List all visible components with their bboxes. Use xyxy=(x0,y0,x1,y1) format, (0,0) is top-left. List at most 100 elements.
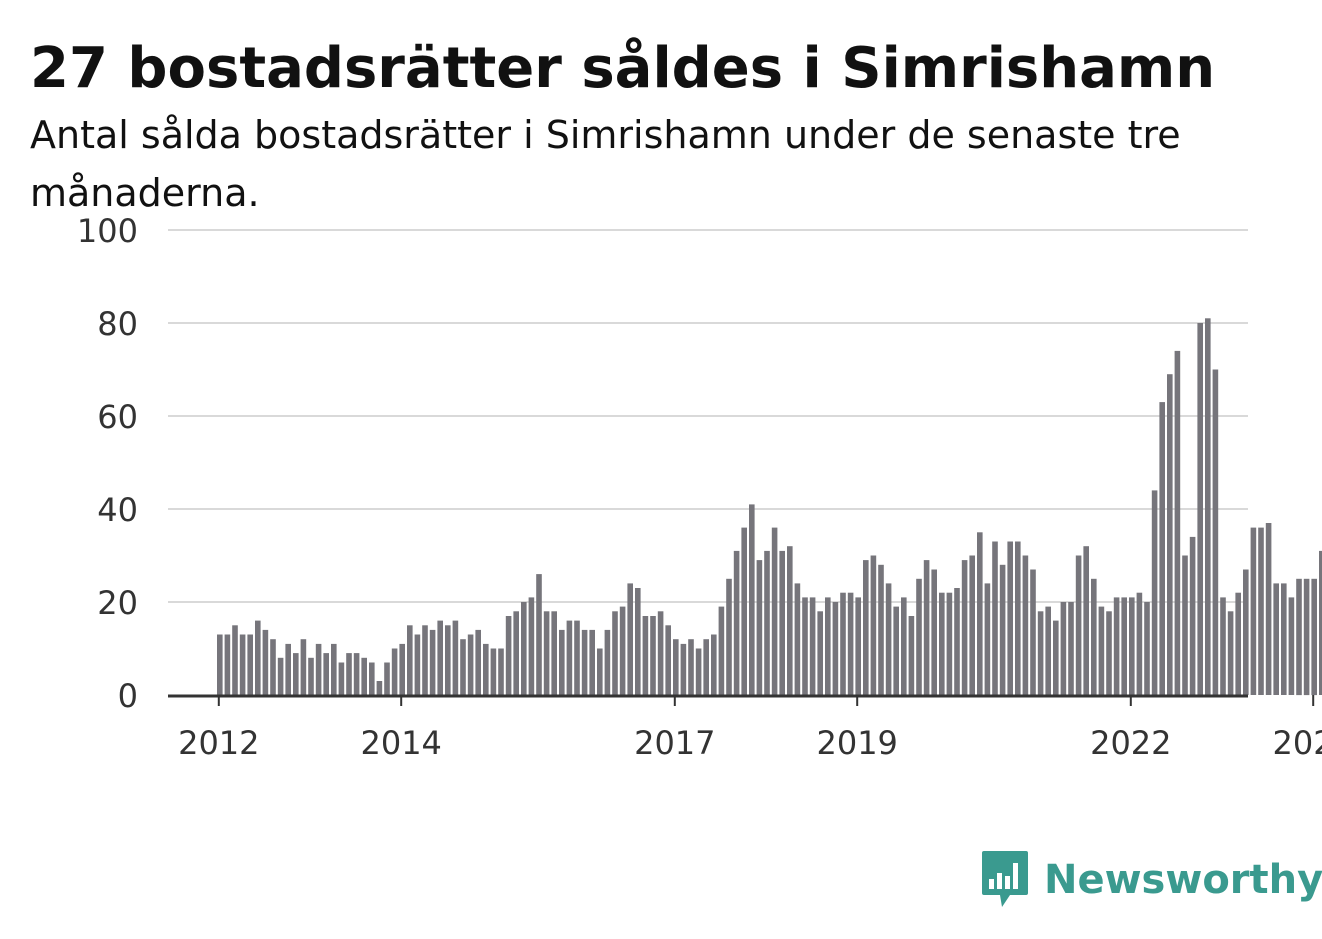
bar xyxy=(680,643,687,695)
bar xyxy=(574,620,580,695)
bar xyxy=(217,634,223,695)
bar xyxy=(1235,592,1241,695)
bar xyxy=(521,602,527,695)
bar xyxy=(726,578,732,696)
bar xyxy=(908,616,915,695)
bar xyxy=(650,616,656,695)
y-tick-label: 60 xyxy=(97,398,138,436)
bar xyxy=(224,634,231,695)
bar xyxy=(984,583,991,695)
bar xyxy=(1288,597,1295,695)
bar xyxy=(939,592,945,695)
bar xyxy=(1159,402,1165,695)
bar xyxy=(1136,592,1143,695)
bar xyxy=(1167,374,1173,695)
bar xyxy=(331,643,337,695)
bar xyxy=(756,560,763,695)
bar xyxy=(863,560,869,695)
bar xyxy=(817,611,823,695)
bar xyxy=(422,625,428,696)
bar xyxy=(642,616,649,695)
bar xyxy=(703,639,709,695)
bar xyxy=(452,620,459,695)
chart-title: 27 bostadsrätter såldes i Simrishamn xyxy=(30,36,1216,101)
bar xyxy=(878,564,884,695)
bar xyxy=(718,606,725,695)
bar xyxy=(847,592,854,695)
labels: 02040608010020122014201720192022202427 xyxy=(77,212,1322,762)
bar xyxy=(300,639,307,695)
bar xyxy=(1174,350,1181,695)
bar xyxy=(1303,578,1310,696)
bar xyxy=(1007,541,1013,695)
bar xyxy=(627,583,633,695)
bar xyxy=(764,550,770,695)
bar xyxy=(604,629,611,695)
bar xyxy=(285,643,291,695)
bar xyxy=(399,643,405,695)
bar xyxy=(946,592,953,695)
bar xyxy=(232,625,238,696)
bar xyxy=(255,620,261,695)
bar xyxy=(589,629,595,695)
bar xyxy=(825,597,831,695)
bar xyxy=(315,643,322,695)
bar xyxy=(528,597,535,695)
bar xyxy=(1197,323,1203,695)
bar xyxy=(969,555,975,695)
bar xyxy=(688,639,694,695)
bar xyxy=(870,555,877,695)
bar xyxy=(490,648,497,695)
bar xyxy=(475,629,481,695)
bar xyxy=(353,653,360,695)
y-tick-label: 20 xyxy=(97,584,138,622)
bar xyxy=(1296,578,1302,696)
x-tick-label: 2017 xyxy=(634,724,715,762)
bar xyxy=(809,597,816,695)
bar xyxy=(1205,318,1211,695)
bar xyxy=(581,629,588,695)
bar xyxy=(445,625,451,696)
bar xyxy=(513,611,519,695)
bar xyxy=(247,634,253,695)
bar xyxy=(1075,555,1082,695)
x-tick-label: 2014 xyxy=(360,724,441,762)
bar xyxy=(1068,602,1074,695)
bar xyxy=(1151,490,1158,695)
bar xyxy=(597,648,603,695)
bar xyxy=(794,583,801,695)
bars xyxy=(217,318,1322,696)
bar xyxy=(437,620,443,695)
bar xyxy=(961,560,968,695)
bar xyxy=(566,620,573,695)
bar xyxy=(779,550,785,695)
bar xyxy=(711,634,717,695)
bar xyxy=(1045,606,1051,695)
bar xyxy=(832,602,839,695)
bar xyxy=(1113,597,1120,695)
bar xyxy=(376,681,383,695)
bar xyxy=(741,527,747,695)
bar xyxy=(977,532,983,696)
bar xyxy=(635,588,641,695)
bar xyxy=(840,592,846,695)
bar xyxy=(429,629,436,695)
bar xyxy=(391,648,398,695)
bar xyxy=(384,662,390,695)
bar xyxy=(239,634,246,695)
y-tick-label: 0 xyxy=(118,677,138,715)
bar xyxy=(1273,583,1279,695)
bar xyxy=(1022,555,1029,695)
bar xyxy=(885,583,892,695)
newsworthy-logo: Newsworthy xyxy=(980,848,1322,912)
bar xyxy=(657,611,664,695)
bar xyxy=(346,653,352,695)
bar xyxy=(1319,550,1322,695)
bar xyxy=(612,611,618,695)
chart-subtitle: Antal sålda bostadsrätter i Simrishamn u… xyxy=(30,113,1181,215)
bar xyxy=(293,653,299,695)
bar xyxy=(1281,583,1287,695)
bar xyxy=(407,625,413,696)
bar xyxy=(665,625,671,696)
